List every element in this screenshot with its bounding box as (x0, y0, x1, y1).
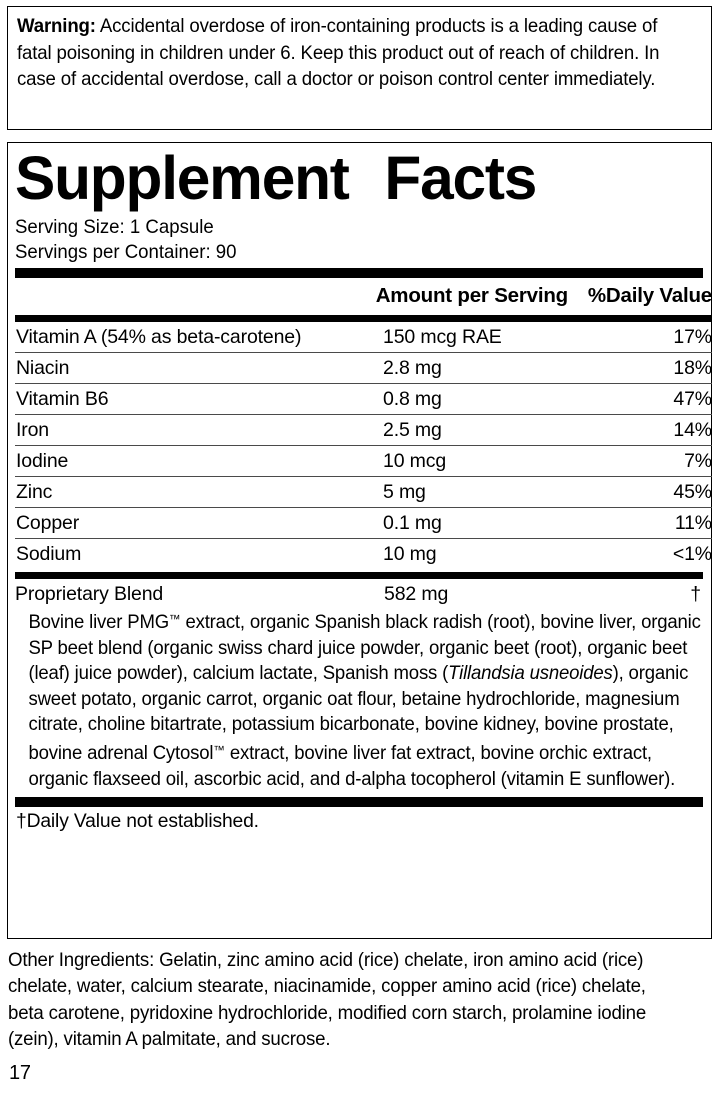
nutrient-amount: 10 mg (383, 543, 437, 565)
warning-box: Warning: Accidental overdose of iron-con… (7, 6, 712, 130)
rule-below-header-row (15, 315, 712, 322)
supplement-facts-panel: Supplement Facts Serving Size: 1 Capsule … (7, 142, 712, 939)
row-separator (15, 507, 712, 508)
page-title: Supplement Facts (15, 145, 696, 211)
serving-information: Serving Size: 1 Capsule Servings per Con… (15, 215, 703, 265)
proprietary-blend-amount: 582 mg (384, 583, 449, 605)
header-amount-per-serving: Amount per Serving (375, 284, 569, 307)
nutrient-name: Vitamin B6 (16, 388, 109, 410)
page-number: 17 (9, 1062, 31, 1084)
warning-text: Warning: Accidental overdose of iron-con… (17, 13, 696, 93)
table-row: Zinc 5 mg 45% (15, 477, 712, 507)
row-separator (15, 352, 712, 353)
nutrition-table-body: Vitamin A (54% as beta-carotene) 150 mcg… (15, 322, 712, 569)
table-row: Iodine 10 mcg 7% (15, 446, 712, 476)
rule-above-footnote (15, 797, 703, 808)
proprietary-blend-name: Proprietary Blend (15, 583, 164, 605)
rule-above-blend (15, 572, 703, 579)
nutrient-daily-value: 18% (673, 357, 712, 379)
nutrient-daily-value: 14% (673, 419, 712, 441)
nutrient-name: Copper (16, 512, 80, 534)
proprietary-blend-row: Proprietary Blend 582 mg † (15, 579, 703, 606)
nutrient-name: Sodium (16, 543, 82, 565)
proprietary-blend-ingredients: Bovine liver PMG™ extract, organic Spani… (28, 612, 701, 790)
row-separator (15, 414, 712, 415)
proprietary-blend-dagger: † (690, 583, 701, 605)
warning-body: Accidental overdose of iron-containing p… (17, 15, 660, 90)
header-blank (15, 278, 375, 315)
nutrient-amount: 150 mcg RAE (383, 326, 502, 348)
table-row: Vitamin B6 0.8 mg 47% (15, 384, 712, 414)
nutrient-name: Vitamin A (54% as beta-carotene) (16, 326, 302, 348)
other-ingredients: Other Ingredients: Gelatin, zinc amino a… (8, 949, 647, 1051)
nutrient-amount: 2.5 mg (383, 419, 442, 441)
header-daily-value: %Daily Value (587, 284, 712, 307)
warning-label: Warning: (17, 15, 96, 37)
row-separator (15, 538, 712, 539)
nutrient-daily-value: 47% (673, 388, 712, 410)
title-word-supplement: Supplement (15, 144, 350, 212)
nutrient-name: Iodine (16, 450, 69, 472)
table-row: Iron 2.5 mg 14% (15, 415, 712, 445)
nutrient-amount: 10 mcg (383, 450, 447, 472)
row-separator (15, 383, 712, 384)
nutrient-name: Niacin (16, 357, 70, 379)
rule-above-header (15, 268, 703, 278)
rule-below-header (15, 315, 712, 322)
nutrition-table: Amount per Serving %Daily Value Vitamin … (15, 278, 712, 569)
table-row: Niacin 2.8 mg 18% (15, 353, 712, 383)
daily-value-footnote: †Daily Value not established. (16, 811, 259, 833)
nutrient-name: Iron (16, 419, 50, 441)
nutrient-amount: 0.1 mg (383, 512, 442, 534)
nutrient-daily-value: 11% (674, 512, 712, 534)
nutrient-amount: 0.8 mg (383, 388, 442, 410)
nutrient-daily-value: 17% (673, 326, 712, 348)
nutrient-daily-value: <1% (672, 543, 712, 565)
serving-size: Serving Size: 1 Capsule (15, 216, 214, 238)
row-separator (15, 476, 712, 477)
nutrient-amount: 5 mg (383, 481, 426, 503)
table-header-row: Amount per Serving %Daily Value (15, 278, 713, 315)
servings-per-container: Servings per Container: 90 (15, 241, 237, 263)
nutrient-name: Zinc (16, 481, 53, 503)
table-row: Vitamin A (54% as beta-carotene) 150 mcg… (15, 322, 712, 352)
table-row: Sodium 10 mg <1% (15, 539, 712, 569)
row-separator (15, 445, 712, 446)
nutrient-daily-value: 45% (673, 481, 712, 503)
table-row: Copper 0.1 mg 11% (15, 508, 712, 538)
title-word-facts: Facts (384, 144, 537, 212)
nutrient-daily-value: 7% (684, 450, 712, 472)
nutrient-amount: 2.8 mg (383, 357, 442, 379)
